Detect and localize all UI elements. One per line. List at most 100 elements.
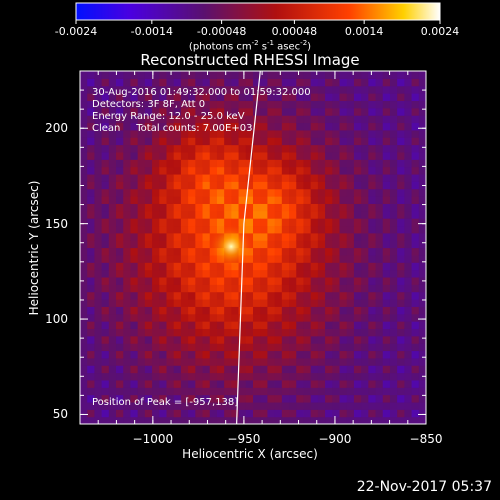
heatmap-cell [216,203,225,212]
heatmap-cell [238,173,247,182]
heatmap-cell [375,166,384,175]
heatmap-cell [202,225,211,234]
heatmap-cell [216,137,225,146]
heatmap-cell [130,269,139,278]
heatmap-cell [87,196,96,204]
heatmap-cell [116,129,124,138]
heatmap-cell [152,115,160,124]
heatmap-cell [339,276,348,285]
heatmap-cell [303,247,312,256]
heatmap-cell [123,254,132,263]
heatmap-cell [325,416,333,424]
heatmap-cell [152,276,160,285]
heatmap-cell [202,218,211,227]
heatmap-cell [325,159,333,168]
heatmap-cell [123,379,132,388]
heatmap-cell [317,343,326,352]
heatmap-cell [159,93,168,102]
heatmap-cell [123,313,132,322]
heatmap-cell [101,269,110,278]
heatmap-cell [303,269,312,278]
heatmap-cell [368,129,377,138]
heatmap-cell [353,372,362,381]
heatmap-cell [245,78,254,87]
heatmap-cell [346,71,355,79]
heatmap-cell [238,379,247,388]
heatmap-cell [303,122,312,131]
heatmap-cell [325,166,333,175]
heatmap-cell [123,240,132,249]
heatmap-cell [332,85,341,94]
heatmap-cell [361,401,369,410]
heatmap-cell [418,409,426,418]
heatmap-cell [310,409,319,418]
heatmap-cell [404,291,413,300]
heatmap-cell [159,350,168,359]
heatmap-cell [375,196,384,204]
heatmap-cell [202,129,211,138]
heatmap-cell [289,137,297,146]
heatmap-cell [137,262,146,271]
heatmap-cell [411,387,420,396]
heatmap-cell [101,262,110,271]
heatmap-cell [281,306,290,315]
heatmap-cell [209,401,218,410]
heatmap-cell [137,372,146,381]
heatmap-cell [346,328,355,337]
heatmap-cell [101,306,110,315]
heatmap-cell [108,181,117,190]
heatmap-cell [332,151,341,160]
heatmap-cell [418,225,426,234]
heatmap-cell [353,225,362,234]
heatmap-cell [238,78,247,87]
heatmap-cell [361,306,369,315]
heatmap-cell [188,218,196,227]
heatmap-cell [216,409,225,418]
heatmap-cell [281,394,290,403]
heatmap-cell [116,71,124,79]
heatmap-cell [87,115,96,124]
heatmap-cell [361,357,369,366]
heatmap-cell [231,394,240,403]
heatmap-cell [166,409,175,418]
heatmap-cell [382,188,391,197]
heatmap-cell [173,129,182,138]
heatmap-cell [152,291,160,300]
heatmap-cell [130,107,139,116]
heatmap-cell [238,122,247,131]
heatmap-cell [173,115,182,124]
heatmap-cell [144,372,153,381]
heatmap-cell [195,276,204,285]
heatmap-cell [368,350,377,359]
heatmap-cell [368,218,377,227]
heatmap-cell [310,247,319,256]
heatmap-cell [116,350,124,359]
heatmap-cell [152,372,160,381]
heatmap-cell [159,298,168,307]
heatmap-cell [123,306,132,315]
heatmap-cell [209,129,218,138]
heatmap-cell [375,78,384,87]
heatmap-cell [404,218,413,227]
heatmap-cell [80,100,88,109]
heatmap-cell [325,107,333,116]
heatmap-cell [346,173,355,182]
heatmap-cell [159,321,168,329]
heatmap-cell [231,85,240,94]
heatmap-cell [188,291,196,300]
heatmap-cell [303,379,312,388]
heatmap-cell [130,365,139,374]
heatmap-cell [224,409,232,418]
heatmap-cell [353,409,362,418]
heatmap-cell [130,100,139,109]
heatmap-cell [123,321,132,329]
heatmap-cell [382,357,391,366]
heatmap-cell [209,115,218,124]
heatmap-cell [166,129,175,138]
heatmap-cell [195,225,204,234]
heatmap-cell [368,144,377,153]
heatmap-cell [296,129,305,138]
heatmap-cell [267,93,276,102]
heatmap-cell [116,387,124,396]
heatmap-cell [101,71,110,79]
